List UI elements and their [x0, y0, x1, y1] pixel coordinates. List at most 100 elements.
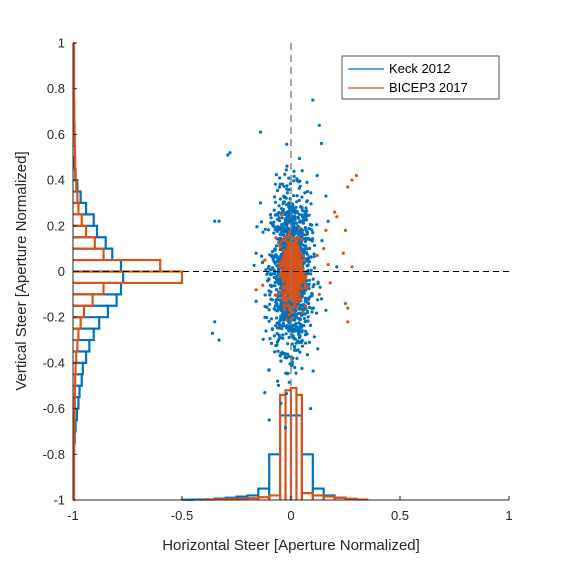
scatter-point-keck: [266, 228, 271, 232]
scatter-point-keck: [294, 210, 299, 214]
scatter-point-keck: [276, 383, 281, 387]
scatter-point-keck: [278, 182, 282, 186]
x-tick-label: -0.5: [171, 508, 193, 523]
scatter-point-keck: [285, 184, 289, 188]
scatter-point-keck: [267, 264, 271, 268]
scatter-point-keck: [285, 191, 289, 195]
scatter-point-bicep3: [304, 276, 308, 280]
scatter-point-bicep3: [280, 258, 284, 262]
scatter-point-keck: [260, 260, 264, 265]
scatter-point-bicep3: [299, 277, 303, 281]
scatter-point-keck: [278, 317, 283, 321]
scatter-point-keck: [275, 316, 279, 320]
scatter-point-bicep3: [301, 253, 306, 257]
scatter-point-keck: [263, 293, 267, 297]
y-tick-label: -0.2: [43, 310, 65, 325]
scatter-point-keck: [277, 237, 281, 241]
y-tick-label: -0.4: [43, 355, 65, 370]
scatter-point-keck: [309, 272, 313, 276]
scatter-point-bicep3: [289, 267, 293, 272]
scatter-point-keck: [303, 191, 307, 195]
scatter-point-keck: [306, 263, 310, 267]
scatter-point-keck: [210, 331, 215, 335]
scatter-point-keck: [285, 203, 289, 207]
scatter-point-keck: [310, 228, 314, 232]
scatter-point-bicep3: [283, 308, 287, 312]
scatter-point-keck: [268, 283, 273, 287]
scatter-point-bicep3: [289, 242, 293, 246]
scatter-point-bicep3: [287, 313, 291, 317]
scatter-point-keck: [300, 289, 304, 293]
scatter-point-bicep3: [306, 285, 310, 290]
scatter-point-bicep3: [350, 178, 354, 182]
scatter-point-keck: [316, 282, 320, 286]
scatter-point-bicep3: [303, 283, 307, 287]
scatter-point-keck: [283, 172, 287, 176]
scatter-point-keck: [264, 268, 268, 272]
scatter-point-keck: [324, 308, 328, 312]
scatter-point-keck: [274, 173, 278, 177]
scatter-point-keck: [300, 195, 304, 199]
scatter-point-keck: [300, 344, 305, 348]
scatter-point-keck: [274, 244, 279, 248]
scatter-point-keck: [292, 194, 296, 198]
scatter-point-keck: [281, 333, 285, 337]
scatter-point-keck: [303, 226, 307, 230]
y-tick-label: 0.6: [47, 127, 65, 142]
scatter-point-keck: [281, 336, 285, 340]
scatter-point-keck: [283, 351, 287, 355]
scatter-point-keck: [310, 292, 314, 296]
scatter-point-keck: [307, 213, 311, 217]
scatter-point-bicep3: [343, 228, 348, 232]
scatter-point-bicep3: [282, 303, 286, 307]
scatter-point-bicep3: [281, 279, 285, 284]
scatter-point-keck: [276, 379, 280, 383]
scatter-point-keck: [282, 313, 286, 317]
scatter-point-keck: [282, 200, 286, 204]
legend-box: [341, 55, 500, 100]
scatter-point-bicep3: [254, 288, 258, 292]
scatter-point-keck: [335, 265, 339, 269]
scatter-point-keck: [297, 336, 302, 340]
scatter-point-keck: [315, 311, 319, 315]
scatter-point-bicep3: [292, 291, 296, 296]
scatter-point-keck: [287, 380, 291, 384]
scatter-point-keck: [307, 278, 312, 282]
x-axis-label: Horizontal Steer [Aperture Normalized]: [162, 537, 420, 554]
y-tick-label: 1: [58, 36, 65, 51]
scatter-point-keck: [281, 208, 286, 212]
scatter-point-bicep3: [280, 291, 284, 295]
y-histogram-keck: [72, 156, 125, 456]
scatter-point-keck: [279, 401, 283, 405]
scatter-point-bicep3: [315, 253, 319, 258]
scatter-point-keck: [304, 218, 309, 222]
scatter-point-keck: [298, 317, 303, 322]
scatter-point-keck: [294, 309, 298, 313]
scatter-point-keck: [306, 301, 310, 305]
scatter-point-keck: [276, 225, 280, 229]
scatter-point-keck: [297, 212, 301, 216]
scatter-point-keck: [283, 355, 287, 359]
scatter-point-bicep3: [295, 305, 299, 309]
scatter-point-bicep3: [285, 250, 290, 254]
scatter-point-keck: [292, 174, 296, 178]
scatter-point-bicep3: [278, 245, 283, 249]
scatter-point-keck: [277, 204, 281, 208]
scatter-point-keck: [301, 218, 306, 222]
scatter-point-bicep3: [283, 249, 287, 253]
scatter-point-keck: [267, 368, 271, 372]
scatter-point-bicep3: [274, 236, 278, 240]
scatter-point-keck: [299, 307, 303, 311]
scatter-point-bicep3: [298, 226, 302, 230]
scatter-point-keck: [284, 313, 288, 318]
scatter-point-bicep3: [293, 237, 297, 241]
scatter-point-keck: [287, 355, 291, 359]
scatter-point-keck: [270, 327, 274, 331]
scatter-point-bicep3: [333, 210, 337, 214]
y-tick-label: 0: [58, 264, 65, 279]
scatter-point-keck: [318, 285, 322, 289]
scatter-point-keck: [313, 243, 317, 248]
scatter-point-bicep3: [298, 251, 303, 255]
y-axis-label: Vertical Steer [Aperture Normalized]: [13, 151, 30, 390]
scatter-point-bicep3: [354, 173, 358, 178]
